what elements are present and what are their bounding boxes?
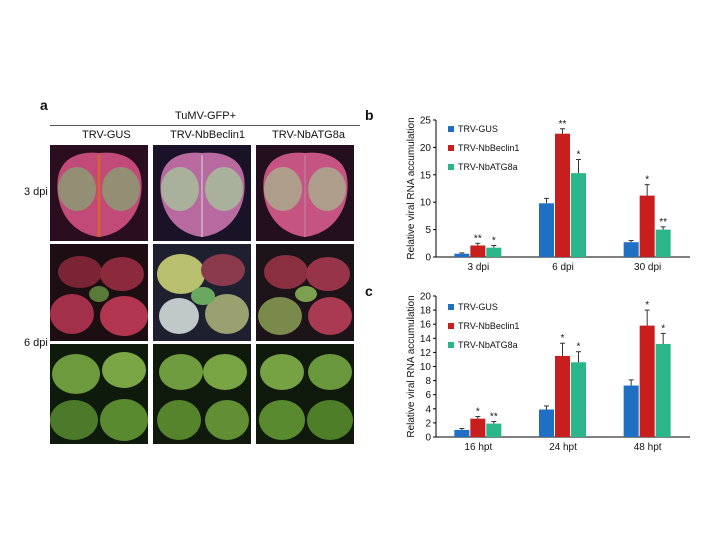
chart-c-y-tick-label: 14 bbox=[420, 334, 432, 345]
chart-b-bar bbox=[571, 173, 586, 257]
chart-b-bar bbox=[454, 253, 470, 257]
chart-c-legend-swatch bbox=[448, 342, 454, 348]
chart-b-y-tick-label: 25 bbox=[420, 116, 432, 127]
chart-c-y-tick-label: 6 bbox=[425, 390, 431, 401]
chart-b-significance-label: * bbox=[577, 149, 581, 160]
chart-b-y-axis-label: Relative viral RNA accumulation bbox=[406, 117, 417, 259]
chart-b-y-tick-label: 5 bbox=[425, 225, 431, 236]
chart-c-y-tick-label: 8 bbox=[425, 376, 431, 387]
plant-white-photo-gus-6dpi bbox=[50, 344, 148, 444]
chart-b-legend-swatch bbox=[448, 145, 454, 151]
chart-c-bar bbox=[623, 385, 639, 437]
chart-b-bar bbox=[539, 203, 554, 257]
chart-c-y-tick-label: 18 bbox=[420, 306, 432, 317]
chart-b-y-tick-label: 15 bbox=[420, 170, 432, 181]
chart-c-significance-label: ** bbox=[490, 411, 498, 422]
chart-b-legend-label: TRV-NbBeclin1 bbox=[458, 143, 519, 153]
chart-c-significance-label: * bbox=[577, 342, 581, 353]
chart-b-bar bbox=[655, 229, 671, 257]
chart-b-bar bbox=[486, 247, 502, 257]
panel-b-letter: b bbox=[365, 107, 374, 123]
chart-c-bar bbox=[470, 418, 486, 437]
chart-c-bar bbox=[454, 429, 470, 437]
chart-c-y-tick-label: 10 bbox=[420, 362, 432, 373]
chart-c-y-tick-label: 16 bbox=[420, 320, 432, 331]
chart-b-legend-label: TRV-GUS bbox=[458, 124, 498, 134]
chart-c-legend-swatch bbox=[448, 304, 454, 310]
chart-c-legend-label: TRV-NbBeclin1 bbox=[458, 321, 519, 331]
chart-c-legend-swatch bbox=[448, 323, 454, 329]
chart-c-bar bbox=[655, 343, 671, 437]
plant-white-photo-atg8a-6dpi bbox=[256, 344, 354, 444]
column-label-beclin1: TRV-NbBeclin1 bbox=[170, 129, 245, 141]
chart-c-legend-label: TRV-GUS bbox=[458, 302, 498, 312]
panel-c-letter: c bbox=[365, 283, 373, 299]
chart-b-legend-swatch bbox=[448, 164, 454, 170]
leaf-photo-atg8a-3dpi bbox=[256, 145, 354, 241]
chart-b-bar bbox=[639, 195, 655, 257]
chart-b-x-tick-label: 30 dpi bbox=[634, 262, 661, 273]
chart-b-legend-swatch bbox=[448, 126, 454, 132]
leaf-photo-gus-3dpi bbox=[50, 145, 148, 241]
chart-b-x-tick-label: 3 dpi bbox=[467, 262, 489, 273]
chart-c-significance-label: * bbox=[645, 300, 649, 311]
chart-c-y-axis-label: Relative viral RNA accumulation bbox=[406, 295, 417, 437]
leaf-photo-beclin1-3dpi bbox=[153, 145, 251, 241]
virus-label-line bbox=[50, 125, 360, 126]
chart-b-y-tick-label: 10 bbox=[420, 198, 432, 209]
panel-a-letter: a bbox=[40, 97, 48, 113]
chart-c-significance-label: * bbox=[476, 407, 480, 418]
chart-c-bar bbox=[539, 409, 554, 437]
chart-b-bar bbox=[623, 242, 639, 257]
chart-b-bar bbox=[555, 133, 570, 257]
chart-c-x-tick-label: 16 hpt bbox=[464, 442, 492, 453]
chart-c-legend-label: TRV-NbATG8a bbox=[458, 340, 518, 350]
chart-b-significance-label: * bbox=[645, 175, 649, 186]
virus-label: TuMV-GFP+ bbox=[175, 110, 237, 122]
chart-b-y-tick-label: 20 bbox=[420, 143, 432, 154]
chart-b-significance-label: * bbox=[492, 235, 496, 246]
chart-c-x-tick-label: 48 hpt bbox=[634, 442, 662, 453]
plant-white-photo-beclin1-6dpi bbox=[153, 344, 251, 444]
chart-b-legend-label: TRV-NbATG8a bbox=[458, 162, 518, 172]
chart-c-bar bbox=[571, 362, 586, 437]
column-label-gus: TRV-GUS bbox=[82, 129, 131, 141]
chart-c-x-tick-label: 24 hpt bbox=[549, 442, 577, 453]
chart-c-y-tick-label: 2 bbox=[425, 418, 431, 429]
chart-c-y-tick-label: 12 bbox=[420, 348, 432, 359]
chart-b-x-tick-label: 6 dpi bbox=[552, 262, 574, 273]
row-label-3dpi: 3 dpi bbox=[24, 186, 48, 198]
chart-c-significance-label: * bbox=[661, 323, 665, 334]
column-label-atg8a: TRV-NbATG8a bbox=[272, 129, 345, 141]
row-label-6dpi: 6 dpi bbox=[24, 337, 48, 349]
chart-c-y-tick-label: 4 bbox=[425, 404, 431, 415]
chart-c-bar bbox=[486, 423, 502, 437]
chart-c-y-tick-label: 0 bbox=[425, 433, 431, 444]
chart-c-bar bbox=[555, 355, 570, 437]
chart-b-y-tick-label: 0 bbox=[425, 253, 431, 264]
chart-b-bar bbox=[470, 245, 486, 257]
chart-c-significance-label: * bbox=[561, 333, 565, 344]
chart-b-significance-label: ** bbox=[474, 233, 482, 244]
plant-uv-photo-atg8a-6dpi bbox=[256, 244, 354, 341]
plant-uv-photo-gus-6dpi bbox=[50, 244, 148, 341]
chart-c-y-tick-label: 20 bbox=[420, 292, 432, 303]
plant-uv-photo-beclin1-6dpi bbox=[153, 244, 251, 341]
chart-c-bar bbox=[639, 325, 655, 437]
chart-b-significance-label: ** bbox=[559, 119, 567, 130]
chart-b-significance-label: ** bbox=[659, 217, 667, 228]
